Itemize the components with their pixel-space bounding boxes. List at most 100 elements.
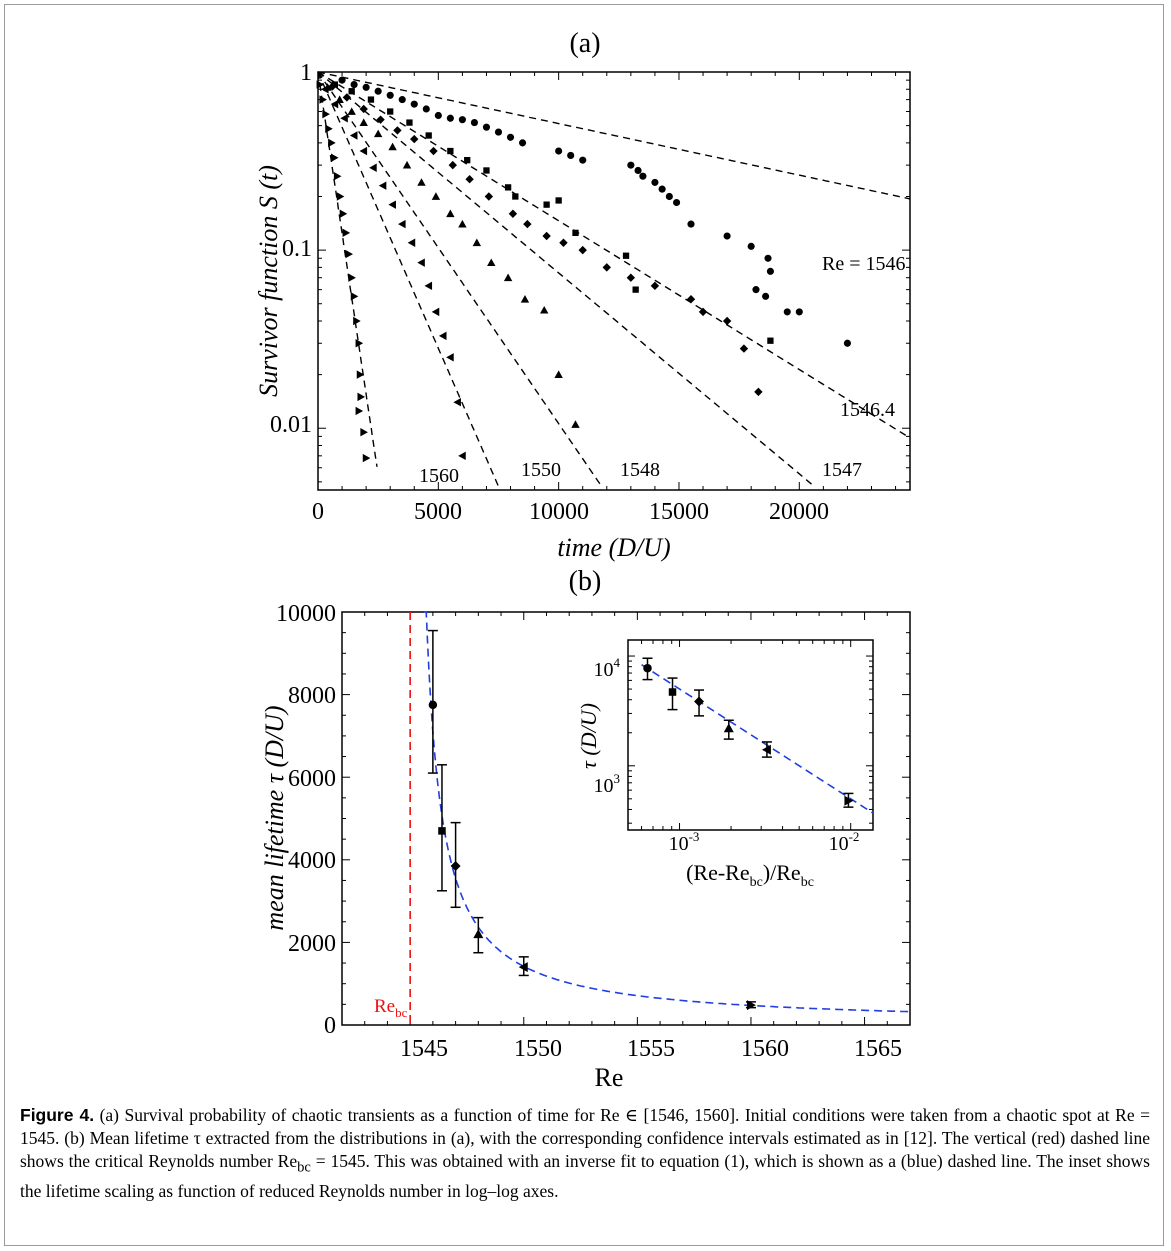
point-1546 bbox=[350, 81, 358, 89]
point-1546 bbox=[398, 96, 406, 104]
point-1550 bbox=[378, 181, 387, 190]
point-1546.4 bbox=[331, 81, 338, 88]
a-xtick-4: 20000 bbox=[769, 499, 829, 525]
point-1547 bbox=[578, 245, 587, 255]
fit-curve-1560 bbox=[317, 71, 378, 467]
point-1560 bbox=[356, 370, 365, 379]
point-1546.4 bbox=[543, 201, 550, 208]
point-1546 bbox=[795, 308, 803, 316]
point-1548 bbox=[446, 209, 455, 218]
b-ylabel: mean lifetime τ (D/U) bbox=[260, 705, 289, 930]
point-1546 bbox=[579, 156, 587, 164]
point-1546 bbox=[374, 87, 382, 95]
b-xtick-1: 1550 bbox=[514, 1036, 562, 1062]
point-1548 bbox=[554, 370, 563, 378]
point-1547 bbox=[448, 160, 457, 170]
point-1546 bbox=[665, 192, 673, 201]
fit-curve-1550 bbox=[317, 71, 501, 489]
point-1547 bbox=[508, 209, 518, 218]
point-1546.4 bbox=[406, 119, 413, 126]
point-1546 bbox=[843, 339, 852, 347]
point-1560 bbox=[362, 453, 371, 463]
point-1547 bbox=[376, 115, 385, 124]
point-1547 bbox=[626, 273, 636, 282]
panel-a-label: (a) bbox=[569, 28, 600, 59]
point-1547 bbox=[602, 263, 611, 272]
point-1548 bbox=[503, 273, 513, 282]
a-ytick-1: 0.1 bbox=[282, 236, 312, 262]
point-1547 bbox=[465, 175, 474, 184]
point-1546.4 bbox=[572, 229, 579, 237]
point-1546 bbox=[658, 185, 666, 193]
point-1560 bbox=[345, 249, 354, 259]
point-1546 bbox=[627, 161, 635, 169]
panel-a: (a) 0 5000 10000 15000 20000 1 0.1 0.01 … bbox=[254, 28, 911, 562]
point-1546.4 bbox=[555, 197, 562, 204]
point-1546 bbox=[506, 133, 515, 141]
point-1546 bbox=[518, 139, 527, 147]
b-xtick-4: 1565 bbox=[854, 1036, 902, 1062]
point-1550 bbox=[330, 99, 339, 109]
point-1546 bbox=[434, 111, 442, 120]
point-1546.4 bbox=[447, 147, 454, 155]
panel-a-fits bbox=[317, 71, 911, 489]
a-ylabel: Survivor function S (t) bbox=[254, 165, 283, 397]
inset-xlabel: (Re-Rebc)/Rebc bbox=[686, 860, 814, 890]
point-1560 bbox=[355, 339, 364, 348]
point-1546 bbox=[567, 151, 575, 160]
point-1546.4 bbox=[512, 193, 519, 200]
caption-sub: bc bbox=[297, 1159, 311, 1176]
point-1548 bbox=[388, 142, 397, 151]
a-ytick-0: 1 bbox=[300, 60, 312, 86]
point-1546 bbox=[458, 116, 466, 124]
panel-a-ticks bbox=[317, 72, 910, 490]
point-1550 bbox=[453, 398, 461, 407]
point-1546.4 bbox=[504, 184, 512, 191]
point-1547 bbox=[484, 192, 494, 201]
point-1560 bbox=[357, 392, 366, 402]
point-1550 bbox=[388, 200, 396, 209]
point-1546 bbox=[752, 286, 760, 294]
point-1560 bbox=[325, 124, 333, 133]
fit-curve-1548 bbox=[317, 71, 603, 488]
a-ytick-2: 0.01 bbox=[270, 412, 312, 438]
b-ytick-5: 10000 bbox=[276, 601, 336, 627]
point-1550 bbox=[321, 85, 329, 94]
caption-label: Figure 4. bbox=[20, 1105, 95, 1125]
point-1560 bbox=[316, 80, 325, 89]
curve-label-1560: 1560 bbox=[419, 465, 459, 487]
panel-b-points bbox=[427, 629, 756, 1011]
inset-point bbox=[761, 744, 771, 755]
inset-fit-line bbox=[641, 664, 874, 814]
inset-ylabel: τ (D/U) bbox=[576, 703, 601, 769]
point-1548 bbox=[431, 192, 441, 200]
point-1560 bbox=[328, 138, 336, 148]
point-1546 bbox=[422, 105, 430, 113]
point-1546.4 bbox=[464, 156, 471, 164]
point-1560 bbox=[360, 427, 368, 437]
point-1546 bbox=[494, 128, 503, 136]
point-1550 bbox=[407, 238, 416, 247]
fit-curve-1546 bbox=[317, 71, 911, 200]
point-1548 bbox=[458, 219, 467, 228]
panel-a-points bbox=[316, 76, 852, 463]
curve-label-1547: 1547 bbox=[822, 459, 862, 481]
point-1547 bbox=[393, 126, 402, 135]
point-1547 bbox=[542, 231, 551, 241]
inset-xtick-0: 10-3 bbox=[669, 829, 700, 855]
point-1547 bbox=[359, 104, 368, 114]
a-xtick-2: 10000 bbox=[529, 499, 589, 525]
caption-text-2: = 1545. This was obtained with an invers… bbox=[20, 1151, 1150, 1201]
inset-ytick-1: 104 bbox=[594, 655, 621, 681]
point-1546 bbox=[362, 83, 370, 91]
inset-ticks bbox=[627, 640, 873, 830]
inset-point bbox=[643, 663, 652, 673]
point-1546 bbox=[764, 254, 772, 262]
inset-point bbox=[668, 688, 677, 696]
inset-loglog: 10-3 10-2 103 104 (Re-Rebc)/Rebc τ (D/U) bbox=[576, 639, 874, 890]
inset-point bbox=[694, 696, 705, 707]
point-1546 bbox=[747, 242, 755, 250]
point-1548 bbox=[571, 420, 580, 428]
b-xtick-2: 1555 bbox=[627, 1036, 675, 1062]
point-1547 bbox=[754, 387, 763, 397]
